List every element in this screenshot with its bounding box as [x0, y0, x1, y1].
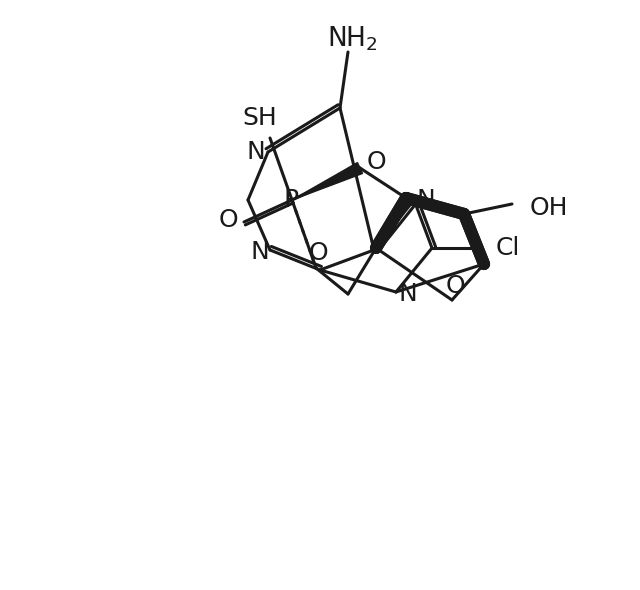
Text: N: N [246, 140, 266, 164]
Text: P: P [284, 188, 299, 212]
Polygon shape [292, 163, 362, 200]
Text: O: O [366, 150, 386, 174]
Text: Cl: Cl [496, 236, 520, 260]
Text: N: N [417, 188, 435, 212]
Text: O: O [218, 208, 238, 232]
Text: NH$_2$: NH$_2$ [326, 25, 378, 53]
Text: O: O [445, 274, 465, 298]
Text: OH: OH [530, 196, 568, 220]
Text: N: N [251, 240, 269, 264]
Text: SH: SH [243, 106, 277, 130]
Text: O: O [308, 241, 328, 265]
Text: N: N [399, 282, 417, 306]
